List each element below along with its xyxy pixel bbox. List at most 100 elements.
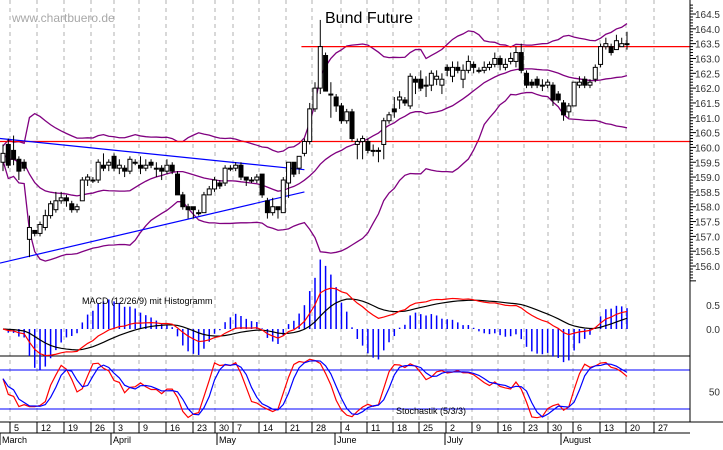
day-label: 25 — [423, 423, 433, 433]
candle-up — [254, 176, 260, 181]
candle-up — [502, 63, 508, 68]
candle-up — [434, 75, 440, 80]
candle-up — [423, 84, 429, 87]
candle-down — [100, 164, 106, 169]
candle-up — [375, 149, 381, 152]
candle-down — [190, 206, 196, 211]
price-tick-label: 162.5 — [695, 69, 720, 80]
candle-up — [0, 152, 6, 163]
candle-up — [603, 43, 609, 48]
candle-down — [518, 52, 524, 71]
candle-up — [201, 194, 207, 214]
candle-down — [217, 182, 223, 187]
candle-down — [550, 84, 556, 101]
candle-up — [280, 179, 286, 214]
price-tick-label: 164.5 — [695, 10, 720, 21]
day-label: 21 — [290, 423, 300, 433]
candle-up — [90, 179, 96, 182]
candle-down — [529, 81, 535, 86]
candle-up — [344, 111, 350, 122]
watermark: www.chartbuero.de — [11, 11, 115, 25]
candle-up — [227, 167, 233, 170]
candle-down — [608, 46, 614, 54]
candle-up — [397, 96, 403, 101]
day-label: 28 — [316, 423, 326, 433]
candle-up — [95, 161, 101, 181]
candle-up — [328, 93, 334, 96]
candle-down — [365, 140, 371, 151]
candle-up — [460, 69, 466, 80]
candle-up — [58, 197, 64, 202]
candle-down — [391, 108, 397, 113]
candle-down — [402, 99, 408, 104]
candle-up — [587, 81, 593, 86]
candle-up — [249, 179, 255, 182]
candle-down — [259, 173, 265, 196]
day-label: 30 — [219, 423, 229, 433]
candle-down — [524, 72, 530, 86]
candle-up — [296, 155, 302, 169]
candle-up — [317, 46, 323, 89]
candle-down — [175, 173, 181, 196]
candle-up — [153, 167, 159, 170]
candle-down — [323, 55, 329, 92]
candle-down — [11, 149, 17, 160]
candle-up — [74, 206, 80, 211]
candle-up — [79, 179, 85, 202]
candle-up — [370, 149, 376, 152]
candle-up — [487, 63, 493, 68]
day-label: 2 — [450, 423, 455, 433]
day-label: 26 — [95, 423, 105, 433]
day-label: 4 — [345, 423, 350, 433]
macd-panel: 0.5 0.0 — [0, 259, 720, 371]
price-tick-label: 161.0 — [695, 114, 720, 125]
candle-up — [143, 164, 149, 169]
candle-down — [455, 66, 461, 71]
day-label: 18 — [397, 423, 407, 433]
day-label: 16 — [502, 423, 512, 433]
candle-down — [148, 161, 154, 166]
candle-down — [111, 155, 117, 169]
candle-up — [270, 206, 276, 214]
month-label: March — [2, 435, 27, 445]
candle-down — [63, 197, 69, 202]
macd-signal-line — [2, 298, 628, 351]
candle-up — [127, 158, 133, 172]
candle-up — [307, 108, 313, 142]
macd-label: MACD (12/26/9) mit Histogramm — [82, 296, 213, 306]
month-label: July — [447, 435, 464, 445]
day-label: 11 — [371, 423, 380, 433]
day-label: 3 — [118, 423, 123, 433]
candle-down — [21, 161, 27, 169]
candle-up — [439, 78, 445, 86]
candle-down — [412, 78, 418, 83]
day-label: 14 — [263, 423, 273, 433]
candle-up — [619, 43, 625, 48]
candle-down — [561, 102, 567, 116]
macd-tick-label: 0.5 — [706, 301, 720, 312]
candle-up — [53, 200, 59, 211]
day-label: 13 — [604, 423, 614, 433]
candle-down — [137, 164, 143, 169]
day-label: 12 — [41, 423, 51, 433]
stochastic-d-line — [2, 360, 628, 418]
price-tick-label: 159.5 — [695, 158, 720, 169]
price-axis: 164.5 164.0 163.5 163.0 162.5 162.0 161.5 161.0… — [689, 0, 720, 422]
candle-down — [555, 93, 561, 101]
price-tick-label: 162.0 — [695, 84, 720, 95]
candle-down — [169, 164, 175, 172]
candle-down — [159, 167, 165, 172]
candle-down — [122, 167, 128, 172]
gridlines — [9, 0, 655, 422]
price-tick-label: 158.0 — [695, 203, 720, 214]
candle-up — [576, 81, 582, 86]
macd-tick-label: 0.0 — [706, 325, 720, 336]
candle-up — [196, 212, 202, 215]
candle-up — [42, 215, 48, 228]
bollinger-lower — [2, 91, 628, 262]
candle-up — [592, 66, 598, 80]
month-label: April — [113, 435, 131, 445]
candle-down — [444, 66, 450, 71]
day-label: 9 — [143, 423, 148, 433]
